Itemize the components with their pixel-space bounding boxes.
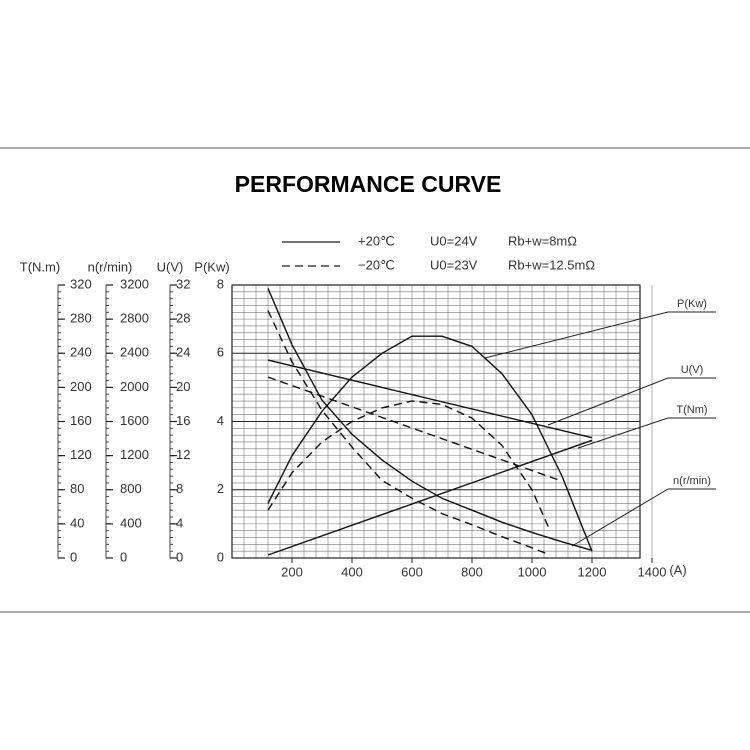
y-tick-label: 3200	[120, 276, 149, 291]
y-tick-label: 0	[120, 549, 127, 564]
y-tick-label: 1200	[120, 447, 149, 462]
curve	[267, 359, 593, 439]
y-tick-label: 200	[70, 379, 92, 394]
x-unit: (A)	[669, 562, 686, 577]
curve	[267, 439, 593, 556]
y-tick-label: 2800	[120, 311, 149, 326]
y-tick-label: 2000	[120, 379, 149, 394]
x-tick-label: 800	[461, 564, 483, 579]
y-tick-label: 400	[120, 515, 142, 530]
y-tick-label: 20	[176, 379, 190, 394]
x-tick-label: 600	[401, 564, 423, 579]
y-tick-label: 240	[70, 345, 92, 360]
x-tick-label: 200	[281, 564, 303, 579]
curve-label: n(r/min)	[673, 475, 711, 487]
y-axis-title: P(Kw)	[194, 259, 229, 274]
curve	[267, 400, 551, 531]
y-tick-label: 32	[176, 276, 190, 291]
y-tick-label: 24	[176, 345, 190, 360]
x-tick-label: 1400	[638, 564, 667, 579]
callout-line	[577, 417, 669, 449]
y-tick-label: 120	[70, 447, 92, 462]
callout-line	[547, 377, 669, 426]
curve-label: T(Nm)	[676, 404, 707, 416]
callout-line	[484, 311, 669, 359]
curve	[267, 310, 551, 556]
y-tick-label: 80	[70, 481, 84, 496]
y-tick-label: 40	[70, 515, 84, 530]
curve-label: P(Kw)	[677, 298, 707, 310]
legend-voltage: U0=23V	[430, 257, 478, 272]
legend-temperature: −20℃	[358, 257, 395, 272]
x-tick-label: 1200	[578, 564, 607, 579]
y-tick-label: 16	[176, 413, 190, 428]
y-axis-title: n(r/min)	[88, 259, 133, 274]
y-tick-label: 28	[176, 311, 190, 326]
y-tick-label: 800	[120, 481, 142, 496]
y-tick-label: 2	[217, 481, 224, 496]
curve	[267, 288, 593, 551]
legend-voltage: U0=24V	[430, 233, 478, 248]
legend-temperature: +20℃	[358, 233, 395, 248]
y-tick-label: 12	[176, 447, 190, 462]
y-axis-title: U(V)	[157, 259, 184, 274]
y-tick-label: 0	[176, 549, 183, 564]
legend-resistance: Rb+w=12.5mΩ	[508, 257, 595, 272]
x-tick-label: 1000	[518, 564, 547, 579]
y-tick-label: 0	[217, 549, 224, 564]
x-tick-label: 400	[341, 564, 363, 579]
y-tick-label: 0	[70, 549, 77, 564]
legend-resistance: Rb+w=8mΩ	[508, 233, 577, 248]
y-tick-label: 1600	[120, 413, 149, 428]
y-tick-label: 8	[217, 276, 224, 291]
chart-title: PERFORMANCE CURVE	[235, 171, 502, 197]
y-tick-label: 4	[176, 515, 183, 530]
callout-line	[571, 488, 669, 547]
y-tick-label: 160	[70, 413, 92, 428]
y-tick-label: 4	[217, 413, 224, 428]
curve-label: U(V)	[681, 364, 704, 376]
y-tick-label: 320	[70, 276, 92, 291]
y-tick-label: 8	[176, 481, 183, 496]
y-axis-title: T(N.m)	[20, 259, 60, 274]
y-tick-label: 280	[70, 311, 92, 326]
y-tick-label: 2400	[120, 345, 149, 360]
y-tick-label: 6	[217, 345, 224, 360]
